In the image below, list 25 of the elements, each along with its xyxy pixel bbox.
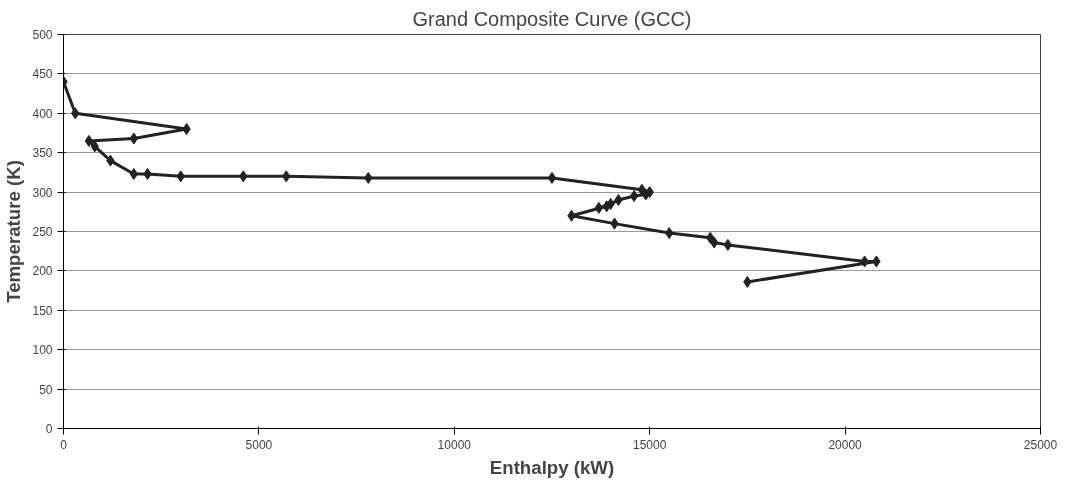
x-tick-label: 20000	[828, 437, 863, 452]
chart-title: Grand Composite Curve (GCC)	[412, 7, 692, 30]
y-tick-label: 200	[32, 264, 53, 279]
y-tick-label: 250	[32, 225, 53, 239]
point	[129, 132, 139, 145]
y-tick-label: 100	[32, 343, 53, 358]
x-tick-label: 5000	[245, 437, 273, 452]
point	[629, 190, 639, 203]
x-tick-label: 15000	[633, 437, 667, 452]
point	[723, 238, 733, 251]
y-tick-label: 350	[32, 146, 53, 161]
y-axis-title: Temperature (K)	[3, 160, 25, 303]
point	[547, 171, 557, 184]
x-axis-title: Enthalpy (kW)	[489, 456, 615, 478]
y-tick-label: 300	[32, 185, 53, 200]
y-tick-label: 150	[32, 303, 53, 318]
point	[84, 134, 94, 147]
y-tick-label: 450	[32, 67, 53, 82]
y-tick-label: 50	[39, 382, 53, 397]
x-tick-label: 25000	[1023, 437, 1058, 452]
x-tick-label: 0	[60, 437, 68, 452]
y-tick-label: 500	[32, 28, 53, 42]
y-tick-label: 0	[45, 422, 53, 436]
x-tick-label: 10000	[437, 437, 472, 452]
y-tick-label: 400	[32, 106, 53, 121]
